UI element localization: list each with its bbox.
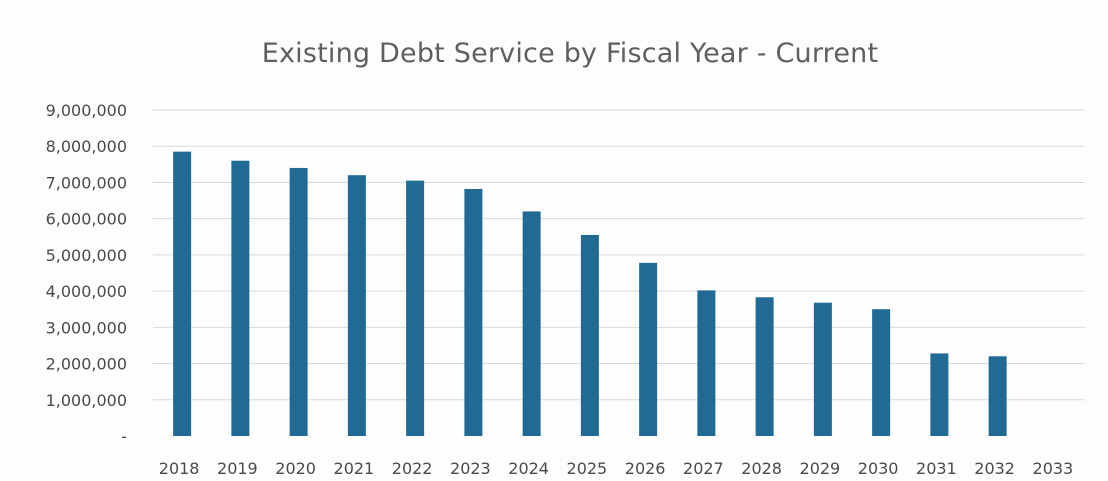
x-tick-label-2022: 2022: [392, 459, 433, 478]
x-tick-label-2028: 2028: [741, 459, 782, 478]
bar-2030: [872, 309, 891, 436]
y-tick-label: 7,000,000: [46, 173, 127, 192]
y-tick-label: 1,000,000: [46, 391, 127, 410]
x-tick-label-2024: 2024: [508, 459, 549, 478]
bar-2029: [813, 302, 832, 436]
bar-2025: [580, 234, 599, 436]
bar-2028: [755, 297, 774, 436]
bar-2021: [347, 175, 366, 436]
x-tick-label-2026: 2026: [625, 459, 666, 478]
y-tick-label: 5,000,000: [46, 246, 127, 265]
bars: [173, 151, 1007, 436]
bar-2019: [231, 160, 250, 436]
x-tick-label-2025: 2025: [567, 459, 608, 478]
x-tick-label-2021: 2021: [334, 459, 375, 478]
x-tick-label-2019: 2019: [217, 459, 258, 478]
y-tick-label: 9,000,000: [46, 101, 127, 120]
y-tick-label: 2,000,000: [46, 355, 127, 374]
y-tick-label: -: [121, 427, 127, 446]
bar-2027: [697, 290, 716, 436]
bar-2024: [522, 211, 541, 436]
y-tick-label: 8,000,000: [46, 137, 127, 156]
bar-2018: [173, 151, 192, 436]
x-tick-label-2020: 2020: [275, 459, 316, 478]
bar-2023: [464, 188, 483, 436]
x-axis-ticks: 2018 2019 2020 2021 2022 2023 2024 2025 2026 2027…: [159, 459, 1073, 478]
y-tick-label: 3,000,000: [46, 318, 127, 337]
bar-2020: [289, 167, 308, 436]
chart-title: Existing Debt Service by Fiscal Year - C…: [261, 38, 879, 69]
x-tick-label-2018: 2018: [159, 459, 200, 478]
gridlines: [153, 109, 1085, 401]
bar-2032: [988, 356, 1007, 436]
bar-2031: [930, 353, 949, 436]
x-tick-label-2023: 2023: [450, 459, 491, 478]
y-tick-label: 6,000,000: [46, 210, 127, 229]
x-tick-label-2033: 2033: [1033, 459, 1074, 478]
x-tick-label-2031: 2031: [916, 459, 957, 478]
x-tick-label-2032: 2032: [974, 459, 1015, 478]
y-tick-label: 4,000,000: [46, 282, 127, 301]
y-axis-ticks: 9,000,000 8,000,000 7,000,000 6,000,000 5,00…: [46, 101, 127, 446]
x-tick-label-2029: 2029: [800, 459, 841, 478]
x-tick-label-2030: 2030: [858, 459, 899, 478]
x-tick-label-2027: 2027: [683, 459, 724, 478]
bar-2022: [406, 180, 425, 436]
bar-2026: [639, 262, 658, 436]
